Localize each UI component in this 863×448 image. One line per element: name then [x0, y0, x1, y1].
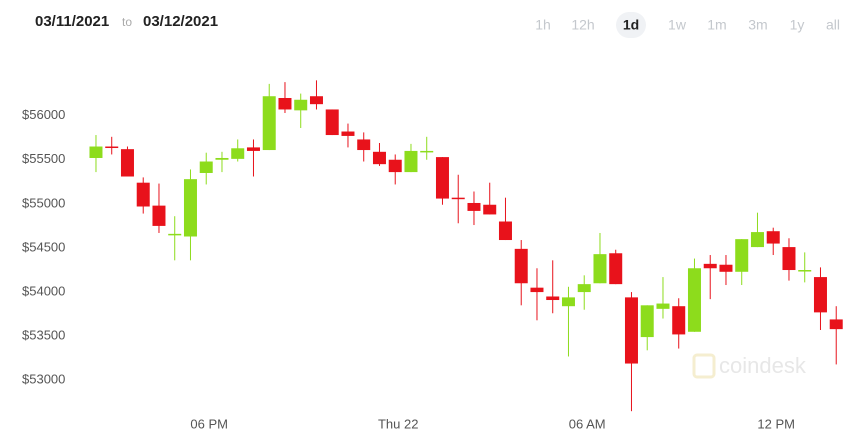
candle-body — [498, 221, 512, 241]
candle-body — [593, 254, 607, 284]
range-button[interactable]: 1w — [668, 17, 687, 33]
range-button[interactable]: 1y — [790, 17, 805, 33]
candle-body — [514, 248, 528, 284]
candle-body — [546, 296, 560, 301]
range-button[interactable]: all — [826, 17, 840, 33]
candle-body — [341, 131, 355, 136]
candle-body — [168, 233, 182, 236]
y-tick-label: $53000 — [22, 372, 65, 387]
candle-body — [309, 96, 323, 105]
y-tick-label: $55500 — [22, 151, 65, 166]
range-button[interactable]: 1h — [535, 17, 551, 33]
candle-body — [325, 109, 339, 136]
candle-body — [89, 146, 103, 158]
candle-body — [750, 232, 764, 248]
watermark: coindesk — [692, 353, 807, 379]
candle-body — [388, 159, 402, 173]
range-button[interactable]: 12h — [571, 17, 594, 33]
x-tick-label: 12 PM — [757, 416, 795, 431]
candle-body — [467, 202, 481, 211]
candle-body — [451, 197, 465, 200]
candle-body — [404, 150, 418, 173]
candle-body — [687, 268, 701, 332]
candle-body — [829, 319, 843, 330]
candle-body — [561, 297, 575, 307]
candle-body — [120, 149, 134, 177]
candle-body — [435, 157, 449, 199]
candle-body — [215, 157, 229, 160]
candle-body — [813, 277, 827, 313]
candle-body — [766, 231, 780, 244]
candle-body — [609, 253, 623, 285]
y-tick-label: $56000 — [22, 107, 65, 122]
candle-body — [105, 146, 119, 149]
candle-body — [372, 151, 386, 165]
range-button[interactable]: 1m — [707, 17, 726, 33]
candle-body — [152, 205, 166, 226]
candle-body — [782, 247, 796, 271]
watermark-text: coindesk — [719, 353, 807, 378]
range-selected-bg — [616, 12, 646, 38]
date-from: 03/11/2021 — [35, 13, 109, 30]
candle-body — [357, 139, 371, 151]
candle-body — [640, 305, 654, 338]
candle-body — [798, 270, 812, 272]
range-button[interactable]: 1d — [623, 17, 639, 33]
candle-body — [483, 204, 497, 215]
candle-body — [420, 150, 434, 153]
candle-body — [530, 287, 544, 293]
candle-body — [719, 264, 733, 272]
candle-body — [246, 147, 260, 151]
candle-body — [735, 239, 749, 272]
candle-body — [624, 297, 638, 364]
y-tick-label: $54500 — [22, 239, 65, 254]
candle-body — [262, 96, 276, 151]
range-button[interactable]: 3m — [748, 17, 767, 33]
x-tick-label: 06 AM — [569, 416, 606, 431]
watermark-icon — [692, 353, 716, 379]
candle-body — [656, 303, 670, 309]
candle-body — [183, 179, 197, 237]
candle-body — [199, 161, 213, 173]
y-tick-label: $55000 — [22, 195, 65, 210]
date-to: 03/12/2021 — [143, 13, 218, 30]
x-tick-label: 06 PM — [190, 416, 228, 431]
candle-body — [278, 97, 292, 110]
candle-body — [294, 99, 308, 111]
candle-body — [231, 148, 245, 159]
candle-body — [672, 306, 686, 335]
candle-body — [703, 263, 717, 269]
date-separator: to — [122, 15, 132, 29]
candle-body — [577, 284, 591, 293]
candle-body — [136, 182, 150, 207]
x-tick-label: Thu 22 — [378, 416, 418, 431]
y-tick-label: $53500 — [22, 328, 65, 343]
y-tick-label: $54000 — [22, 284, 65, 299]
